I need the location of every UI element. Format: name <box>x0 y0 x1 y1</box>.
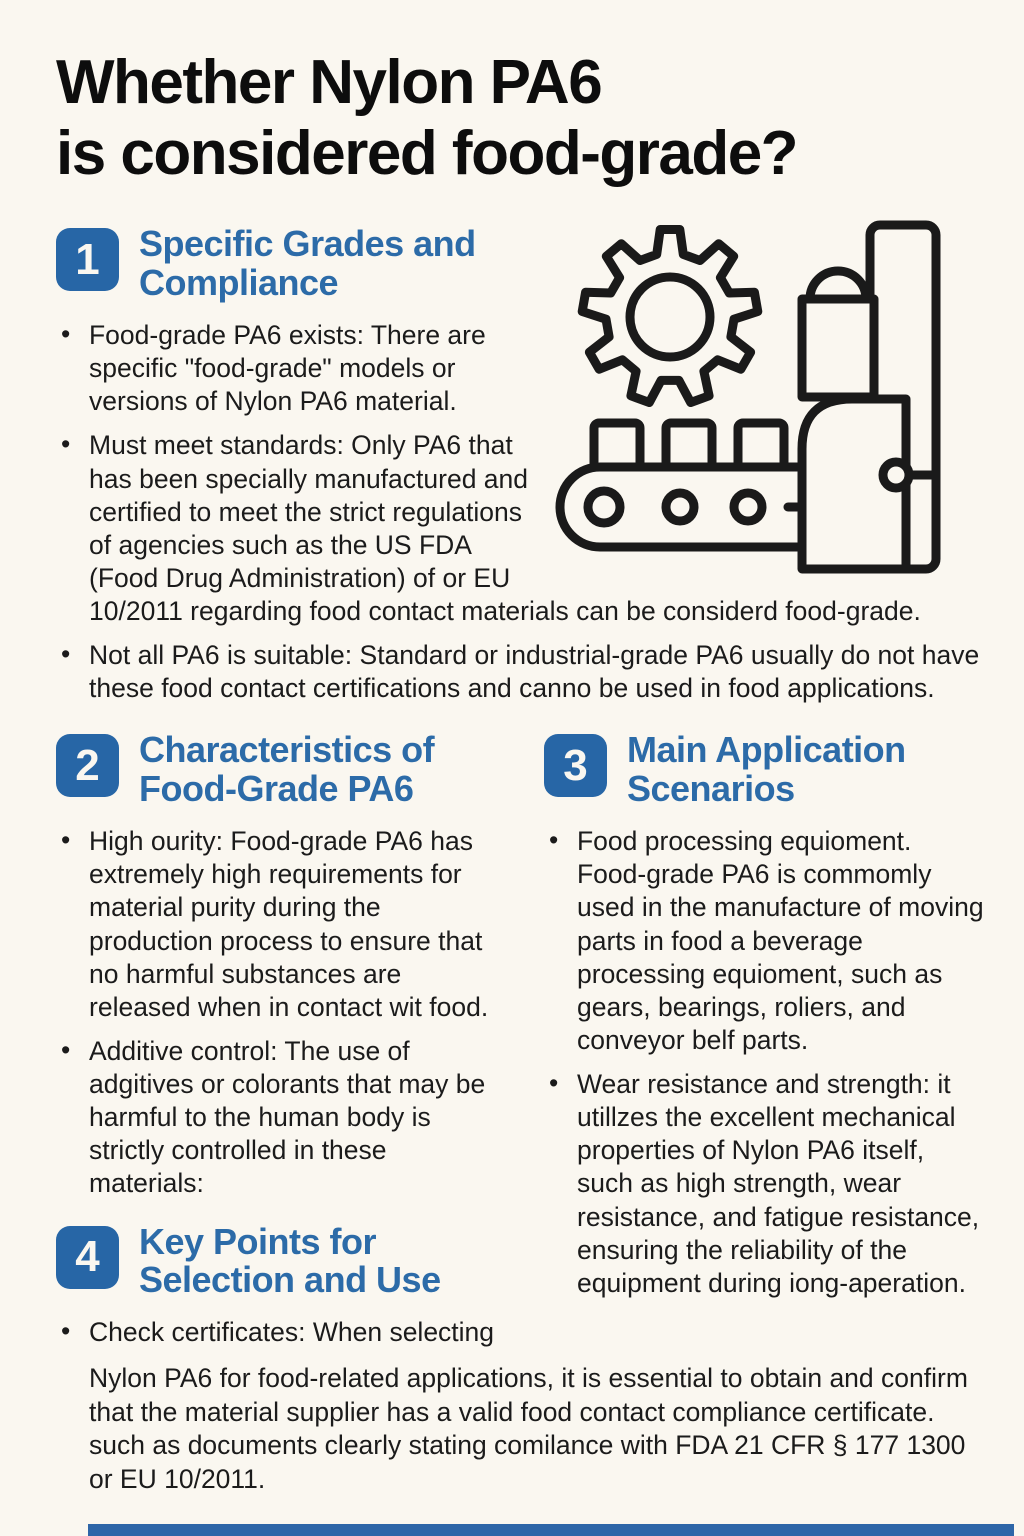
footer-bar <box>88 1524 1014 1536</box>
left-column: 2 Characteristics of Food-Grade PA6 High… <box>56 729 508 1360</box>
bullet-item: Additive control: The use of adgitives o… <box>56 1034 508 1201</box>
page-title-line1: Whether Nylon PA6 <box>56 48 603 117</box>
section2-title-line1: Characteristics of <box>139 729 435 771</box>
section1-title-line2: Compliance <box>139 262 339 304</box>
section3-title-line2: Scenarios <box>627 768 795 810</box>
page-title: Whether Nylon PA6 is considered food-gra… <box>56 48 984 189</box>
section3-header: 3 Main Application Scenarios <box>544 729 984 809</box>
section-key-points: 4 Key Points for Selection and Use Check… <box>56 1221 508 1350</box>
section3-number-badge: 3 <box>544 734 607 798</box>
section3-title: Main Application Scenarios <box>627 729 906 809</box>
bullet-item: Check certificates: When selecting <box>56 1315 508 1349</box>
section1-title-line1: Specific Grades and <box>139 223 476 265</box>
bullet-item: Wear resistance and strength: it utillze… <box>544 1067 984 1300</box>
two-column-area: 2 Characteristics of Food-Grade PA6 High… <box>56 729 984 1360</box>
section4-title-line2: Selection and Use <box>139 1259 441 1301</box>
right-column: 3 Main Application Scenarios Food proces… <box>544 729 984 1360</box>
section3-title-line1: Main Application <box>627 729 906 771</box>
section1-title: Specific Grades and Compliance <box>139 223 476 303</box>
section4-bullet-continuation: Nylon PA6 for food-related applications,… <box>89 1363 968 1494</box>
page-title-line2: is considered food-grade? <box>56 118 799 188</box>
section4-title-line1: Key Points for <box>139 1220 377 1262</box>
section4-header: 4 Key Points for Selection and Use <box>56 1221 508 1301</box>
bullet-item: High ourity: Food-grade PA6 has extremel… <box>56 824 508 1024</box>
section1-number-badge: 1 <box>56 228 119 292</box>
section-characteristics: 2 Characteristics of Food-Grade PA6 High… <box>56 729 508 1200</box>
section2-title: Characteristics of Food-Grade PA6 <box>139 729 435 810</box>
section4-bullet-list: Check certificates: When selecting <box>56 1315 508 1349</box>
section3-bullet-list: Food processing equioment. Food-grade PA… <box>544 824 984 1300</box>
section4-title: Key Points for Selection and Use <box>139 1221 441 1301</box>
section2-title-line2: Food-Grade PA6 <box>139 768 414 810</box>
bullet-item: Must meet standards: Only PA6 that has b… <box>56 428 984 628</box>
section2-header: 2 Characteristics of Food-Grade PA6 <box>56 729 508 809</box>
bullet-item: Food-grade PA6 exists: There are specifi… <box>56 318 984 418</box>
section1-header: 1 Specific Grades and Compliance <box>56 223 538 303</box>
bullet-item: Not all PA6 is suitable: Standard or ind… <box>56 638 984 705</box>
bullet-item: Food processing equioment. Food-grade PA… <box>544 824 984 1057</box>
section2-bullet-list: High ourity: Food-grade PA6 has extremel… <box>56 824 508 1201</box>
section-main-applications: 3 Main Application Scenarios Food proces… <box>544 729 984 1300</box>
section4-number-badge: 4 <box>56 1225 119 1289</box>
section1-bullet-list: Food-grade PA6 exists: There are specifi… <box>56 318 984 705</box>
section2-number-badge: 2 <box>56 734 119 798</box>
section-specific-grades: 1 Specific Grades and Compliance Food-gr… <box>56 220 984 705</box>
